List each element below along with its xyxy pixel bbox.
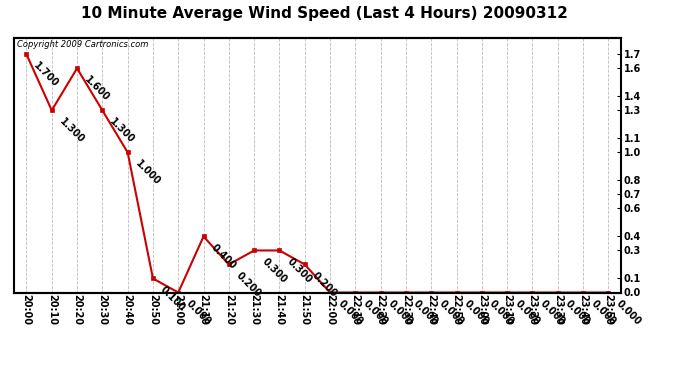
Text: 0.300: 0.300 <box>285 256 314 285</box>
Text: 0.000: 0.000 <box>437 298 466 327</box>
Text: 0.300: 0.300 <box>259 256 288 285</box>
Text: 0.200: 0.200 <box>310 270 339 299</box>
Text: 1.700: 1.700 <box>32 60 61 88</box>
Text: 1.300: 1.300 <box>57 116 86 145</box>
Text: 1.600: 1.600 <box>83 74 111 103</box>
Text: 1.300: 1.300 <box>108 116 137 145</box>
Text: 0.000: 0.000 <box>487 298 516 327</box>
Text: 0.000: 0.000 <box>589 298 618 327</box>
Text: 0.000: 0.000 <box>614 298 642 327</box>
Text: 0.000: 0.000 <box>513 298 542 327</box>
Text: 1.000: 1.000 <box>133 158 162 187</box>
Text: Copyright 2009 Cartronics.com: Copyright 2009 Cartronics.com <box>17 40 148 49</box>
Text: 0.000: 0.000 <box>462 298 491 327</box>
Text: 10 Minute Average Wind Speed (Last 4 Hours) 20090312: 10 Minute Average Wind Speed (Last 4 Hou… <box>81 6 568 21</box>
Text: 0.000: 0.000 <box>386 298 415 327</box>
Text: 0.000: 0.000 <box>411 298 440 327</box>
Text: 0.000: 0.000 <box>361 298 390 327</box>
Text: 0.100: 0.100 <box>159 284 187 313</box>
Text: 0.400: 0.400 <box>209 242 238 271</box>
Text: 0.000: 0.000 <box>335 298 364 327</box>
Text: 0.200: 0.200 <box>235 270 263 299</box>
Text: 0.000: 0.000 <box>184 298 213 327</box>
Text: 0.000: 0.000 <box>563 298 592 327</box>
Text: 0.000: 0.000 <box>538 298 566 327</box>
